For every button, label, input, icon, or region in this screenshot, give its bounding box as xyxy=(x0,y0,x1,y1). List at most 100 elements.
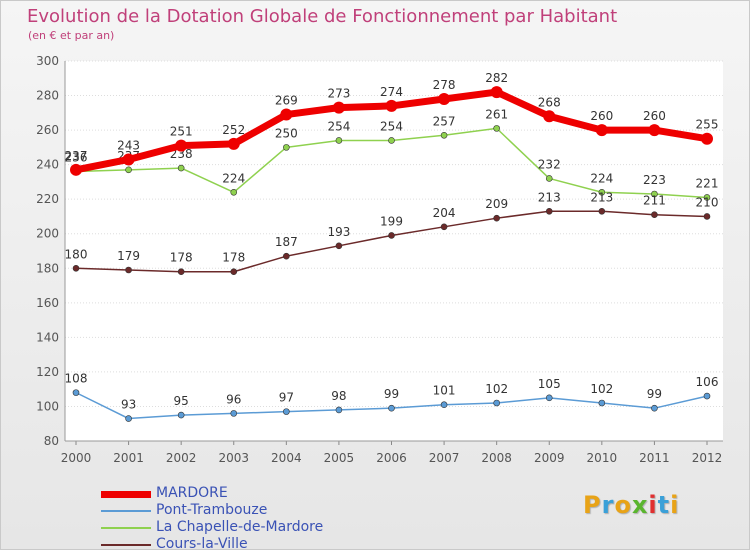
data-point xyxy=(493,125,500,132)
data-label: 255 xyxy=(696,118,719,132)
data-point xyxy=(72,389,80,396)
data-point xyxy=(493,399,500,407)
y-tick-label: 200 xyxy=(36,227,59,241)
data-label: 211 xyxy=(643,194,666,208)
data-point xyxy=(283,408,290,415)
data-point xyxy=(703,194,711,201)
data-label: 260 xyxy=(590,109,613,123)
data-label: 243 xyxy=(117,138,140,152)
legend-swatch xyxy=(101,544,151,546)
data-point xyxy=(177,164,185,172)
data-label: 273 xyxy=(327,87,350,101)
plot-area xyxy=(65,61,723,441)
logo-letter: t xyxy=(657,491,671,519)
data-label: 251 xyxy=(170,125,193,139)
legend-label: Cours-la-Ville xyxy=(156,536,248,552)
data-point xyxy=(595,124,608,137)
data-label: 102 xyxy=(485,382,508,396)
data-point xyxy=(545,175,553,182)
data-label: 232 xyxy=(538,157,561,171)
data-label: 93 xyxy=(121,398,136,412)
y-tick-label: 160 xyxy=(36,296,59,310)
data-label: 224 xyxy=(590,171,613,185)
legend-label: La Chapelle-de-Mardore xyxy=(156,519,324,535)
logo-letter: x xyxy=(631,491,649,519)
data-label: 108 xyxy=(65,372,88,386)
data-label: 261 xyxy=(485,107,508,121)
data-label: 210 xyxy=(696,195,719,209)
x-tick-label: 2009 xyxy=(534,451,565,465)
data-point xyxy=(598,207,606,215)
data-label: 102 xyxy=(590,382,613,396)
chart-title: Evolution de la Dotation Globale de Fonc… xyxy=(27,6,618,27)
data-point xyxy=(177,411,185,419)
data-point xyxy=(440,131,448,139)
data-label: 213 xyxy=(538,190,561,204)
data-point xyxy=(175,139,188,152)
data-label: 223 xyxy=(643,173,666,187)
y-tick-label: 80 xyxy=(44,434,59,448)
data-point xyxy=(230,268,238,276)
data-label: 282 xyxy=(485,71,508,85)
data-label: 99 xyxy=(384,387,399,401)
data-point xyxy=(438,93,451,105)
data-point xyxy=(493,214,500,222)
data-point xyxy=(701,132,713,145)
y-tick-label: 120 xyxy=(36,365,59,379)
data-label: 250 xyxy=(275,126,298,140)
legend-item: MARDORE xyxy=(101,485,361,503)
data-label: 260 xyxy=(643,109,666,123)
data-label: 187 xyxy=(275,235,298,249)
data-point xyxy=(332,101,345,114)
y-tick-label: 280 xyxy=(36,89,59,103)
x-tick-label: 2012 xyxy=(692,451,723,465)
data-point xyxy=(543,110,556,123)
legend-swatch xyxy=(101,490,151,498)
logo-letter: i xyxy=(670,491,680,519)
data-label: 199 xyxy=(380,214,403,228)
y-tick-label: 260 xyxy=(36,123,59,137)
data-point xyxy=(598,188,606,196)
data-point xyxy=(125,166,132,174)
x-tick-label: 2000 xyxy=(61,451,92,465)
legend-item: Pont-Trambouze xyxy=(101,502,361,520)
data-label: 178 xyxy=(170,251,193,265)
data-point xyxy=(651,211,658,219)
data-label: 204 xyxy=(433,206,456,220)
data-point xyxy=(125,415,132,422)
x-tick-label: 2010 xyxy=(587,451,618,465)
x-tick-label: 2002 xyxy=(166,451,197,465)
data-point xyxy=(230,188,238,196)
data-label: 221 xyxy=(696,176,719,190)
x-tick-label: 2003 xyxy=(218,451,249,465)
data-label: 236 xyxy=(65,151,88,165)
data-point xyxy=(230,410,238,417)
data-point xyxy=(388,404,395,412)
data-label: 254 xyxy=(327,119,350,133)
data-point xyxy=(388,232,395,239)
data-point xyxy=(545,394,553,402)
data-point xyxy=(335,242,343,250)
x-tick-label: 2005 xyxy=(324,451,355,465)
data-point xyxy=(703,213,711,220)
data-label: 257 xyxy=(433,114,456,128)
data-label: 180 xyxy=(65,247,88,261)
legend-item: Cours-la-Ville xyxy=(101,536,361,554)
data-point xyxy=(703,392,711,400)
data-label: 99 xyxy=(647,387,662,401)
data-label: 106 xyxy=(696,375,719,389)
legend-swatch xyxy=(101,510,151,512)
proxiti-logo: Proxiti xyxy=(583,491,679,519)
logo-letter: r xyxy=(601,491,615,519)
data-point xyxy=(545,207,553,215)
data-point xyxy=(385,99,398,112)
data-point xyxy=(227,137,240,150)
data-label: 105 xyxy=(538,377,561,391)
data-label: 97 xyxy=(279,391,294,405)
data-point xyxy=(490,86,503,99)
legend-label: Pont-Trambouze xyxy=(156,502,268,518)
chart-subtitle: (en € et par an) xyxy=(28,29,115,42)
data-point xyxy=(335,406,343,414)
data-label: 178 xyxy=(222,251,245,265)
data-label: 98 xyxy=(331,389,346,403)
